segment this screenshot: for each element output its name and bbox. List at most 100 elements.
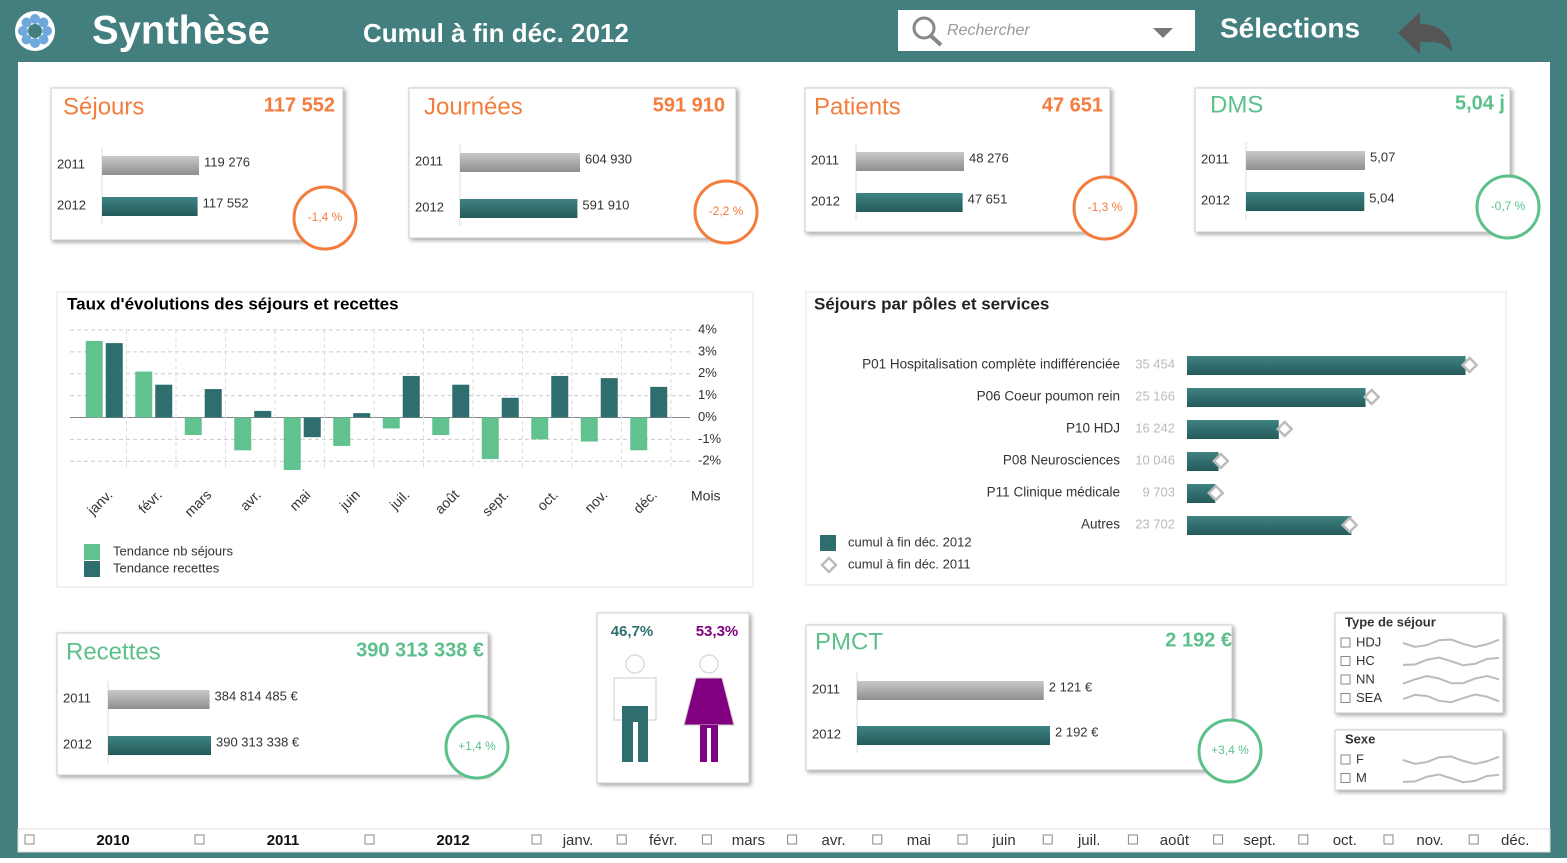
value-label: 23 702 <box>1135 516 1175 531</box>
checkbox[interactable] <box>1340 773 1351 783</box>
bar <box>85 340 103 418</box>
timeline-month: sept. <box>1243 832 1276 849</box>
kpi-value: 117 552 <box>203 195 249 210</box>
kpi-bar <box>857 726 1050 745</box>
checkbox[interactable] <box>872 834 883 845</box>
sparkline <box>1402 674 1500 685</box>
bar <box>551 375 569 418</box>
checkbox[interactable] <box>1213 834 1224 845</box>
bar <box>630 417 648 451</box>
bar <box>1187 452 1219 471</box>
checkbox[interactable] <box>1298 834 1309 845</box>
filter-item: HDJ <box>1356 634 1381 649</box>
filter-item: F <box>1356 751 1364 766</box>
filter-item: SEA <box>1356 690 1382 705</box>
checkbox[interactable] <box>957 834 968 845</box>
checkbox[interactable] <box>1127 834 1138 845</box>
kpi-change-ring <box>444 714 510 780</box>
kpi-total: 117 552 <box>264 94 335 116</box>
kpi-year: 2012 <box>63 736 92 751</box>
checkbox[interactable] <box>701 834 712 845</box>
kpi-value: 2 121 € <box>1049 679 1093 694</box>
filter-title: Sexe <box>1345 731 1375 746</box>
kpi-value: 604 930 <box>585 151 632 166</box>
search-icon <box>912 16 936 40</box>
search-box[interactable] <box>898 10 1195 51</box>
kpi-change-ring <box>1197 718 1263 784</box>
page-subtitle: Cumul à fin déc. 2012 <box>363 18 629 48</box>
timeline <box>17 828 1551 853</box>
bar <box>184 417 202 435</box>
bar <box>155 384 173 418</box>
bar <box>600 378 618 418</box>
y-tick-label: -2% <box>698 453 722 468</box>
kpi-year: 2011 <box>811 152 839 167</box>
kpi-bar <box>102 197 198 216</box>
kpi-total: 47 651 <box>1042 94 1103 116</box>
sparkline <box>1402 638 1500 649</box>
bar <box>1187 516 1352 535</box>
category-label: P11 Clinique médicale <box>987 485 1120 500</box>
legend-label: Tendance nb séjours <box>113 543 233 558</box>
sparkline <box>1402 773 1500 784</box>
checkbox[interactable] <box>616 834 627 845</box>
selections-button[interactable]: Sélections <box>1220 12 1360 43</box>
bar <box>254 410 272 418</box>
checkbox[interactable] <box>1042 834 1053 845</box>
checkbox[interactable] <box>1340 754 1351 765</box>
checkbox[interactable] <box>531 834 542 845</box>
checkbox[interactable] <box>787 834 798 845</box>
marker <box>1275 420 1294 438</box>
kpi-year: 2011 <box>1201 151 1229 166</box>
chart-title: Taux d'évolutions des séjours et recette… <box>67 294 399 313</box>
checkbox[interactable] <box>1340 656 1351 666</box>
checkbox[interactable] <box>1340 693 1351 703</box>
kpi-bar <box>108 736 211 755</box>
value-label: 35 454 <box>1135 356 1175 371</box>
x-axis-label: Mois <box>691 488 721 504</box>
category-label: P06 Coeur poumon rein <box>977 389 1120 404</box>
kpi-title: Séjours <box>63 93 144 120</box>
bar <box>1187 356 1466 375</box>
kpi-change: -0,7 % <box>1491 199 1526 213</box>
chart-title: Séjours par pôles et services <box>814 294 1049 313</box>
female-share: 53,3% <box>696 623 739 640</box>
sparkline <box>1402 755 1500 766</box>
kpi-change-ring <box>1475 174 1541 240</box>
checkbox[interactable] <box>1383 834 1394 845</box>
kpi-value: 384 814 485 € <box>215 688 299 703</box>
kpi-value: 47 651 <box>968 191 1008 206</box>
search-icon-handle <box>929 34 943 47</box>
sparkline <box>1402 693 1500 704</box>
kpi-value: 119 276 <box>204 154 250 169</box>
y-tick-label: 0% <box>698 409 717 424</box>
checkbox[interactable] <box>194 834 205 845</box>
legend-swatch <box>84 544 100 560</box>
male-legs <box>622 706 648 762</box>
kpi-change-ring <box>693 179 759 245</box>
kpi-bar <box>856 193 963 212</box>
bar <box>135 371 153 418</box>
category-label: P08 Neurosciences <box>1003 453 1120 468</box>
timeline-month: oct. <box>1333 832 1357 849</box>
marker <box>1212 452 1230 470</box>
bar <box>303 417 321 438</box>
page-title: Synthèse <box>92 9 270 53</box>
checkbox[interactable] <box>1340 637 1351 648</box>
search-dropdown[interactable] <box>1153 28 1173 38</box>
checkbox[interactable] <box>24 834 35 845</box>
checkbox[interactable] <box>364 834 375 845</box>
checkbox[interactable] <box>1340 674 1351 685</box>
timeline-month: avr. <box>822 832 846 849</box>
value-label: 25 166 <box>1135 388 1175 403</box>
marker <box>1207 484 1225 502</box>
legend-swatch <box>820 535 836 551</box>
kpi-title: PMCT <box>815 628 883 655</box>
content: Séjours 117 552 2011 119 276 2012 117 552 -1,4… <box>17 87 1551 853</box>
back-button[interactable] <box>1398 12 1452 54</box>
checkbox[interactable] <box>1468 834 1479 845</box>
bar <box>105 343 123 418</box>
kpi-bar <box>102 156 199 175</box>
filter-item: HC <box>1356 653 1375 668</box>
kpi-title: Journées <box>424 93 523 120</box>
